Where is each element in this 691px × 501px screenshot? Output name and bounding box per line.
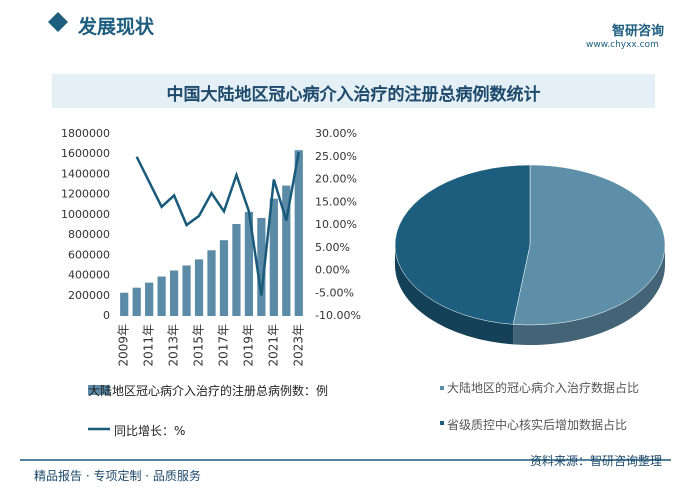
- y-tick-label: 1200000: [61, 188, 110, 201]
- bar: [207, 250, 216, 316]
- bar: [269, 198, 278, 316]
- legend-text: 大陆地区冠心病介入治疗的注册总病例数：例: [88, 384, 329, 398]
- y-tick-label: 1000000: [61, 208, 110, 221]
- x-tick-label: 2013年: [167, 324, 181, 367]
- bar: [182, 265, 191, 316]
- x-tick-label: 2021年: [266, 324, 280, 367]
- bar: [244, 211, 254, 316]
- bar: [194, 259, 204, 316]
- y2-tick-label: -5.00%: [315, 286, 354, 299]
- bar: [132, 287, 141, 316]
- bar: [219, 240, 229, 316]
- y2-tick-label: 20.00%: [315, 173, 357, 186]
- x-tick-label: 2023年: [291, 324, 305, 367]
- brand: 智研咨询: [612, 24, 665, 39]
- bar: [169, 270, 179, 316]
- y2-tick-label: 25.00%: [315, 150, 357, 163]
- y-tick-label: 400000: [68, 269, 110, 282]
- pie-side: [395, 245, 514, 345]
- header-title: 发展现状: [78, 16, 155, 38]
- header-icon: [48, 12, 68, 32]
- legend-text: 同比增长：%: [114, 424, 186, 438]
- brand-url: www.chyxx.com: [586, 40, 659, 50]
- title-box: [52, 74, 655, 108]
- x-tick-label: 2011年: [142, 324, 156, 367]
- legend-swatch: [440, 421, 444, 425]
- bar: [294, 150, 303, 316]
- bar: [232, 223, 241, 316]
- y-tick-label: 0: [103, 309, 110, 322]
- bar: [282, 185, 291, 316]
- y2-tick-label: 10.00%: [315, 218, 357, 231]
- y-tick-label: 800000: [68, 228, 110, 241]
- x-tick-label: 2019年: [241, 324, 255, 367]
- y-tick-label: 200000: [68, 289, 110, 302]
- bar: [257, 217, 266, 316]
- y2-tick-label: -10.00%: [315, 309, 361, 322]
- x-tick-label: 2009年: [117, 324, 131, 367]
- footer-source: 资料来源：智研咨询整理: [530, 454, 663, 468]
- pie-slice: [512, 164, 666, 326]
- x-tick-label: 2017年: [216, 324, 230, 367]
- bar: [145, 282, 154, 316]
- y-tick-label: 1400000: [61, 167, 110, 180]
- legend-text: 省级质控中心核实后增加数据占比: [447, 418, 628, 432]
- y-tick-label: 1600000: [61, 147, 110, 160]
- y-tick-label: 1800000: [61, 127, 110, 140]
- line: [135, 151, 300, 296]
- legend-text: 大陆地区的冠心病介入治疗数据占比: [447, 381, 640, 395]
- legend-swatch: [88, 385, 110, 395]
- legend-swatch: [440, 386, 444, 390]
- chart-title: 中国大陆地区冠心病介入治疗的注册总病例数统计: [166, 85, 541, 105]
- pie-slice: [394, 164, 531, 325]
- header-bg: [0, 0, 691, 52]
- y2-tick-label: 5.00%: [315, 241, 350, 254]
- bar: [157, 276, 166, 316]
- pie-side: [513, 245, 665, 345]
- y2-tick-label: 0.00%: [315, 264, 350, 277]
- y2-tick-label: 15.00%: [315, 195, 357, 208]
- y-tick-label: 600000: [68, 248, 110, 261]
- bar: [120, 292, 129, 316]
- y2-tick-label: 30.00%: [315, 127, 357, 140]
- footer-slogan: 精品报告 · 专项定制 · 品质服务: [34, 469, 201, 483]
- x-tick-label: 2015年: [192, 324, 206, 367]
